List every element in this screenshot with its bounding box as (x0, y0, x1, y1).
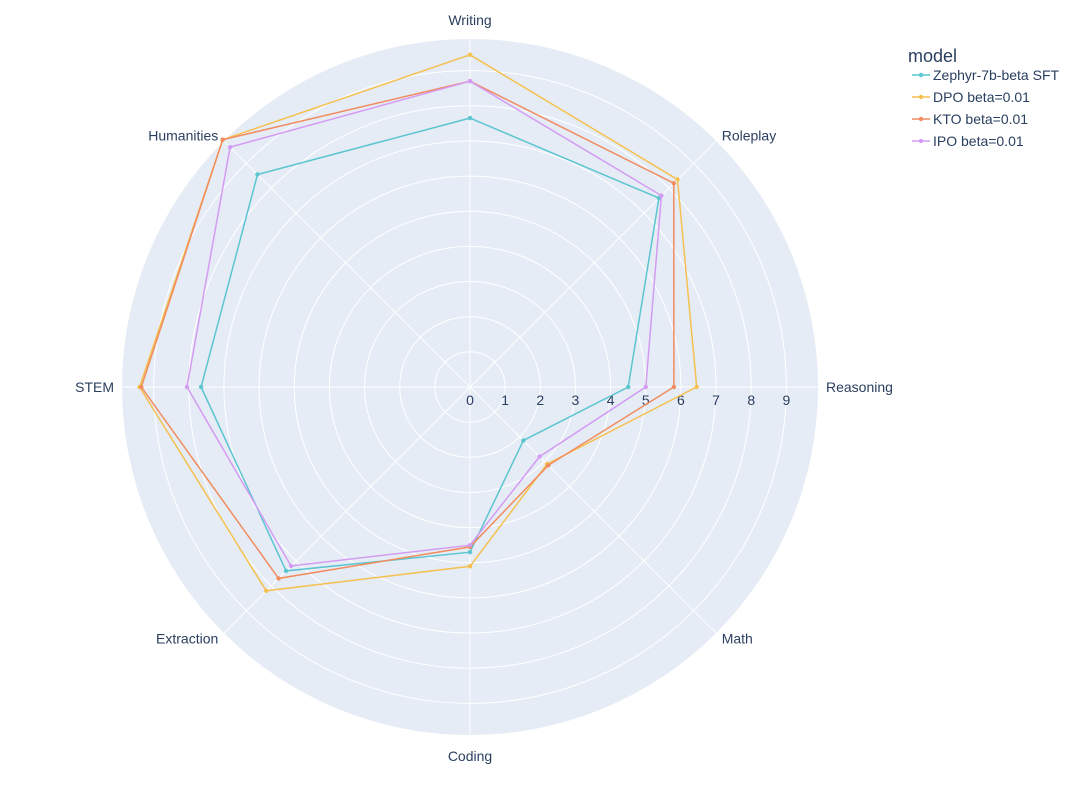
radial-tick-label: 7 (712, 392, 720, 408)
legend-title: model (908, 46, 957, 66)
category-label: Writing (448, 12, 491, 28)
radial-tick-label: 8 (747, 392, 755, 408)
data-point (263, 588, 269, 594)
data-point (276, 576, 281, 581)
data-point (198, 384, 204, 390)
legend-swatch-marker (918, 94, 924, 100)
data-point (537, 454, 542, 459)
legend-label: KTO beta=0.01 (933, 111, 1028, 127)
data-point (643, 384, 648, 390)
legend-swatch-marker (918, 72, 924, 78)
radial-tick-label: 9 (782, 392, 790, 408)
data-point (521, 438, 526, 443)
data-point (467, 78, 473, 84)
data-point (671, 180, 677, 186)
legend-item[interactable]: DPO beta=0.01 (912, 89, 1030, 105)
data-point (139, 384, 144, 390)
data-point (467, 550, 473, 555)
data-point (675, 177, 680, 182)
category-label: Coding (448, 748, 492, 764)
data-point (671, 384, 677, 390)
data-point (220, 137, 225, 142)
category-label: Reasoning (826, 379, 893, 395)
legend-label: DPO beta=0.01 (933, 89, 1030, 105)
data-point (467, 115, 473, 121)
category-label: STEM (75, 379, 114, 395)
series-trace (198, 115, 662, 574)
radial-tick-label: 1 (501, 392, 509, 408)
data-point (546, 463, 551, 468)
grid-spoke (223, 140, 471, 388)
data-point (288, 563, 294, 569)
radial-tick-label: 5 (642, 392, 650, 408)
category-label: Extraction (156, 631, 218, 647)
radial-tick-label: 3 (572, 392, 580, 408)
data-point (467, 52, 473, 58)
data-point (255, 172, 260, 177)
legend-item[interactable]: Zephyr-7b-beta SFT (912, 67, 1059, 83)
data-point (184, 384, 190, 390)
category-label: Roleplay (722, 127, 776, 143)
radial-tick-label: 6 (677, 392, 685, 408)
radial-tick-label: 0 (466, 392, 474, 408)
legend-swatch-marker (918, 138, 924, 144)
data-point (467, 564, 473, 569)
angular-axis-labels: Writing Roleplay Reasoning Math Coding Extrac… (75, 12, 893, 764)
series-layer (137, 52, 699, 594)
radial-tick-label: 4 (607, 392, 615, 408)
data-point (659, 193, 664, 198)
radial-axis-ticks: 0 1 2 3 4 5 6 7 8 9 (466, 392, 790, 408)
legend-label: Zephyr-7b-beta SFT (933, 67, 1059, 83)
category-label: Humanities (148, 127, 218, 143)
data-point (694, 384, 699, 390)
data-point (283, 568, 289, 574)
data-point (227, 144, 233, 150)
polar-grid (122, 39, 818, 735)
category-label: Math (722, 631, 753, 647)
legend: model Zephyr-7b-beta SFT DPO beta=0.01 KTO… (908, 46, 1059, 149)
series-trace (184, 78, 664, 569)
data-point (467, 542, 473, 548)
data-point (625, 384, 631, 390)
radial-tick-label: 2 (536, 392, 544, 408)
legend-item[interactable]: KTO beta=0.01 (912, 111, 1028, 127)
legend-label: IPO beta=0.01 (933, 133, 1024, 149)
legend-item[interactable]: IPO beta=0.01 (912, 133, 1024, 149)
legend-swatch-marker (918, 116, 924, 122)
grid-spoke (469, 386, 717, 634)
